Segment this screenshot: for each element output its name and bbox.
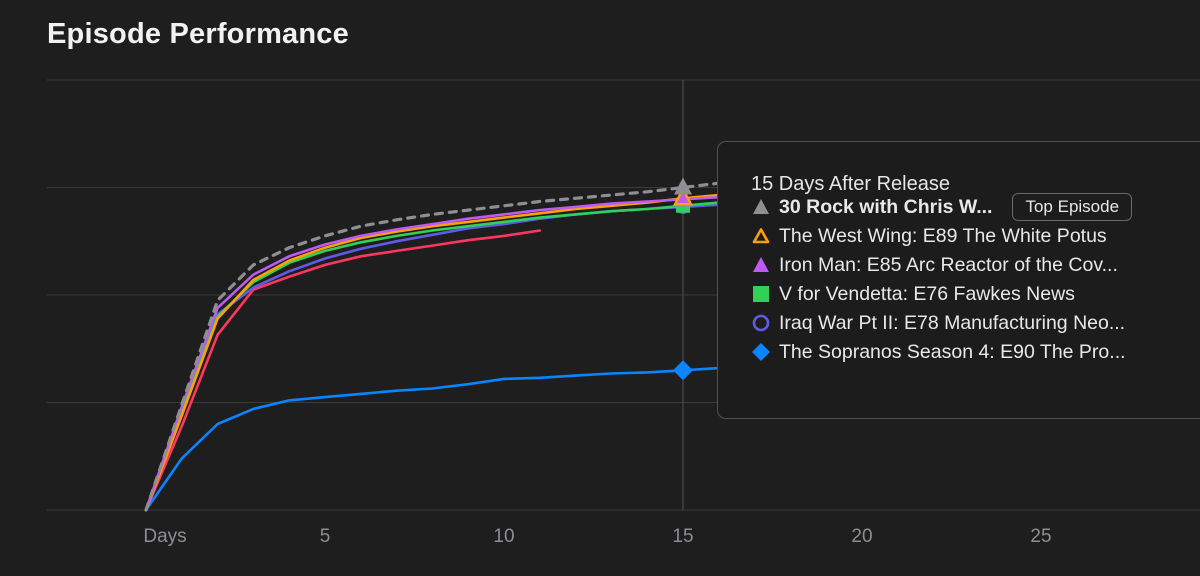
tooltip-row: 30 Rock with Chris W... Top Episode (751, 193, 1133, 221)
tooltip-row: V for Vendetta: E76 Fawkes News (751, 280, 1075, 308)
x-tick-label: Days (143, 526, 186, 547)
circle-outline-legend-marker (752, 314, 770, 332)
tooltip-header: 15 Days After Release (751, 173, 950, 195)
tooltip-panel: 15 Days After Release 30 Rock with Chris… (717, 141, 1200, 419)
series-line (144, 203, 721, 512)
series-line (144, 201, 721, 512)
tooltip-row: Iraq War Pt II: E78 Manufacturing Neo... (751, 309, 1125, 337)
tooltip-series-name: Iraq War Pt II: E78 Manufacturing Neo... (779, 311, 1126, 334)
tooltip-row: The Sopranos Season 4: E90 The Pro... (751, 338, 1126, 366)
triangle-outline-point-marker (673, 186, 693, 206)
tooltip-series-name: Iron Man: E85 Arc Reactor of the Cov... (779, 253, 1118, 276)
tooltip-series-name: V for Vendetta: E76 Fawkes News (779, 282, 1075, 305)
x-tick-label: 15 (672, 526, 693, 547)
series-line (144, 193, 721, 512)
triangle-filled-point-marker (674, 189, 692, 207)
series-line (144, 229, 542, 512)
tooltip-row: The West Wing: E89 The White Potus (751, 222, 1107, 250)
tooltip-series-name: The West Wing: E89 The White Potus (779, 224, 1107, 247)
triangle-filled-point-marker (674, 177, 692, 195)
x-tick-label: 25 (1030, 526, 1051, 547)
diamond-legend-marker (752, 343, 770, 361)
top-episode-badge: Top Episode (1012, 193, 1133, 221)
series-line (144, 366, 721, 512)
series-line (144, 195, 721, 512)
chart-title: Episode Performance (47, 18, 349, 50)
triangle-filled-legend-marker (753, 257, 769, 272)
x-tick-label: 5 (320, 526, 331, 547)
triangle-filled-legend-marker (753, 199, 769, 214)
x-tick-label: 20 (851, 526, 872, 547)
diamond-point-marker (673, 360, 693, 381)
series-line (144, 181, 721, 512)
square-legend-marker (753, 286, 769, 302)
triangle-outline-legend-marker (752, 228, 770, 244)
tooltip-row: Iron Man: E85 Arc Reactor of the Cov... (751, 251, 1118, 279)
x-tick-label: 10 (493, 526, 514, 547)
tooltip-series-name: The Sopranos Season 4: E90 The Pro... (779, 340, 1126, 363)
tooltip-series-name: 30 Rock with Chris W... (779, 195, 993, 218)
